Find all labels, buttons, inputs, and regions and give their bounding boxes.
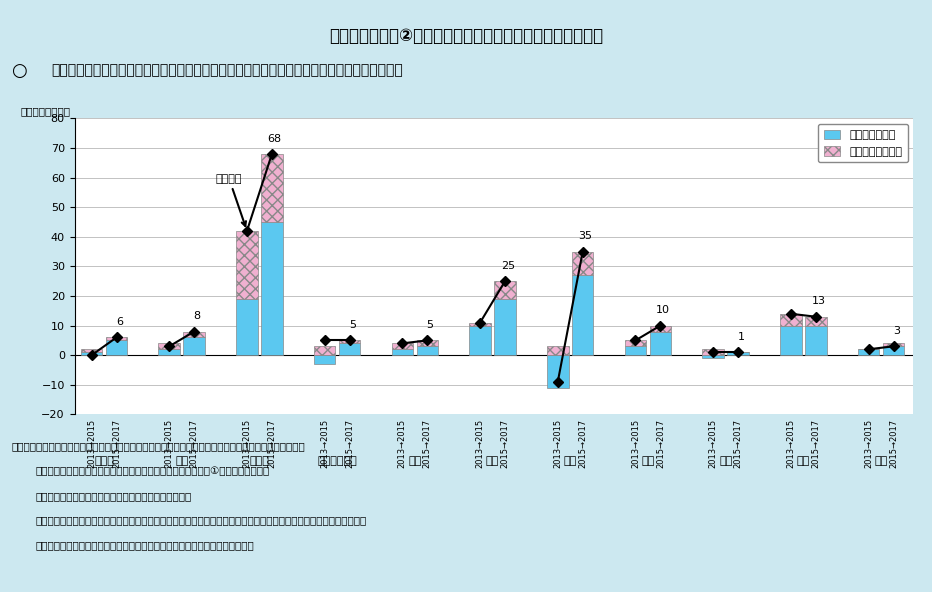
Text: 近畿: 近畿: [564, 456, 577, 466]
Text: 2015→2017: 2015→2017: [423, 419, 432, 468]
Text: 北海道: 北海道: [94, 456, 114, 466]
Bar: [184, 337, 205, 355]
Text: 東北: 東北: [175, 456, 188, 466]
Bar: [236, 231, 258, 299]
Text: 2015→2017: 2015→2017: [190, 419, 199, 468]
Bar: [650, 326, 671, 332]
Bar: [470, 323, 491, 326]
Bar: [547, 346, 569, 355]
Bar: [391, 349, 413, 355]
Bar: [314, 346, 336, 355]
Bar: [417, 340, 438, 346]
Text: 資料出所　総務省統計局「労働力調査（基本集計）」をもとに厚生労働省労働政策担当参事官室にて作成: 資料出所 総務省統計局「労働力調査（基本集計）」をもとに厚生労働省労働政策担当参…: [11, 441, 305, 451]
Bar: [81, 349, 103, 352]
Bar: [883, 346, 904, 355]
Text: ３）各項目の値は、千の位で四捨五入しているため、正規雇用労働者と非正規雇用労働者の増減差の合計が雇: ３）各項目の値は、千の位で四捨五入しているため、正規雇用労働者と非正規雇用労働者…: [35, 516, 366, 526]
Text: （注）　１）地域ブロックの構成については、コラム１－４－①図（注）を参照。: （注） １）地域ブロックの構成については、コラム１－４－①図（注）を参照。: [35, 466, 269, 476]
Text: 2015→2017: 2015→2017: [889, 419, 898, 468]
Text: ○: ○: [11, 62, 27, 80]
Text: 2015→2017: 2015→2017: [733, 419, 743, 468]
Bar: [339, 343, 361, 355]
Bar: [339, 340, 361, 343]
Bar: [236, 299, 258, 355]
Text: 東海: 東海: [486, 456, 500, 466]
Text: 沖縄: 沖縄: [874, 456, 887, 466]
Text: 2015→2017: 2015→2017: [112, 419, 121, 468]
Text: 多くの地域ブロックで雇用者数は増加しており、正規雇用労働者数の増加幅が拡大している。: 多くの地域ブロックで雇用者数は増加しており、正規雇用労働者数の増加幅が拡大してい…: [51, 63, 403, 78]
Text: 5: 5: [349, 320, 356, 330]
Bar: [883, 343, 904, 346]
Text: 用者の増減差と一致しない場合があることに留意が必要である。: 用者の増減差と一致しない場合があることに留意が必要である。: [35, 540, 254, 551]
Bar: [314, 355, 336, 364]
Text: 10: 10: [656, 305, 670, 315]
Bar: [727, 352, 749, 355]
Bar: [105, 337, 128, 340]
Bar: [703, 355, 724, 358]
Bar: [261, 222, 282, 355]
Text: 北関東・甲信: 北関東・甲信: [317, 456, 357, 466]
Bar: [547, 355, 569, 388]
Text: 35: 35: [579, 231, 593, 242]
Text: 2013→2015: 2013→2015: [87, 419, 96, 468]
Text: （増減差・万人）: （増減差・万人）: [21, 107, 70, 117]
Text: 南関東: 南関東: [250, 456, 269, 466]
Text: 四国: 四国: [719, 456, 733, 466]
Text: 2015→2017: 2015→2017: [345, 419, 354, 468]
Text: 九州: 九州: [797, 456, 810, 466]
Bar: [572, 275, 594, 355]
Bar: [650, 332, 671, 355]
Bar: [857, 349, 879, 355]
Bar: [417, 346, 438, 355]
Text: 2013→2015: 2013→2015: [554, 419, 562, 468]
Text: 13: 13: [812, 297, 826, 307]
Text: 2013→2015: 2013→2015: [475, 419, 485, 468]
Bar: [391, 343, 413, 349]
Bar: [184, 332, 205, 337]
Bar: [158, 343, 180, 349]
Text: 68: 68: [267, 134, 281, 143]
Bar: [624, 346, 646, 355]
Text: コラム１－４－②図　地域ブロック別にみた雇用者数の動向: コラム１－４－②図 地域ブロック別にみた雇用者数の動向: [329, 27, 603, 44]
Text: 2015→2017: 2015→2017: [500, 419, 510, 468]
Bar: [158, 349, 180, 355]
Bar: [572, 252, 594, 275]
Text: 2013→2015: 2013→2015: [242, 419, 252, 468]
Text: 2013→2015: 2013→2015: [631, 419, 640, 468]
Bar: [805, 317, 827, 326]
Bar: [470, 326, 491, 355]
Text: 2015→2017: 2015→2017: [656, 419, 665, 468]
Bar: [780, 326, 802, 355]
Text: 2013→2015: 2013→2015: [398, 419, 407, 468]
Legend: 正規雇用労働者, 非正規雇用労働者: 正規雇用労働者, 非正規雇用労働者: [818, 124, 908, 162]
Text: 2013→2015: 2013→2015: [321, 419, 329, 468]
Text: 2015→2017: 2015→2017: [812, 419, 820, 468]
Bar: [261, 154, 282, 222]
Bar: [105, 340, 128, 355]
Text: 2015→2017: 2015→2017: [578, 419, 587, 468]
Text: 2013→2015: 2013→2015: [708, 419, 718, 468]
Text: 25: 25: [500, 261, 514, 271]
Bar: [81, 352, 103, 355]
Text: 3: 3: [893, 326, 899, 336]
Bar: [624, 340, 646, 346]
Bar: [494, 299, 515, 355]
Bar: [780, 314, 802, 326]
Bar: [494, 281, 515, 299]
Text: 2013→2015: 2013→2015: [165, 419, 173, 468]
Text: 雇用者数: 雇用者数: [216, 173, 246, 226]
Text: 北陸: 北陸: [408, 456, 421, 466]
Text: 中国: 中国: [641, 456, 654, 466]
Text: ２）雇用者数は、役員を除く値を示している。: ２）雇用者数は、役員を除く値を示している。: [35, 491, 192, 501]
Text: 2013→2015: 2013→2015: [787, 419, 795, 468]
Text: 6: 6: [116, 317, 123, 327]
Text: 5: 5: [427, 320, 433, 330]
Text: 2013→2015: 2013→2015: [864, 419, 873, 468]
Bar: [703, 349, 724, 355]
Bar: [805, 326, 827, 355]
Text: 2015→2017: 2015→2017: [267, 419, 277, 468]
Text: 8: 8: [194, 311, 200, 321]
Text: 1: 1: [737, 332, 745, 342]
